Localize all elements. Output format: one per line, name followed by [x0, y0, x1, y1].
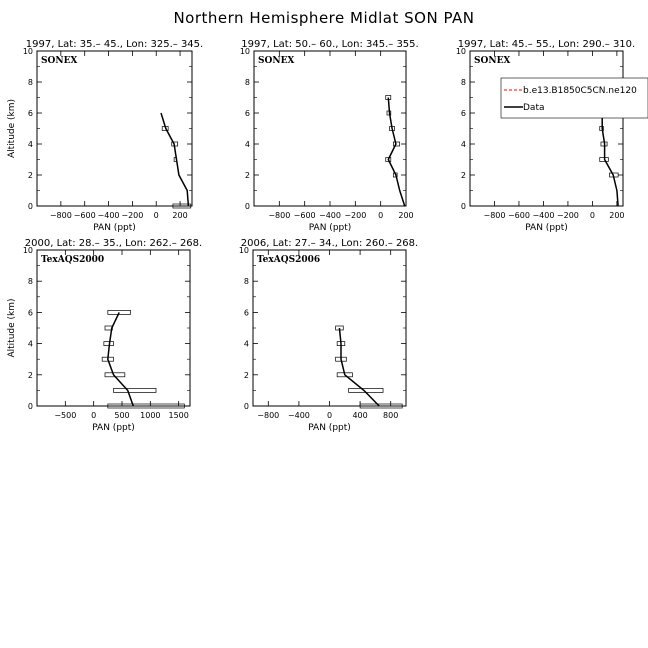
y-tick-label: 2: [245, 171, 250, 180]
figure-title: Northern Hemisphere Midlat SON PAN: [173, 9, 474, 27]
x-tick-label: −400: [532, 211, 554, 220]
x-axis-label: PAN (ppt): [309, 223, 352, 233]
y-tick-label: 4: [244, 340, 249, 349]
range-box: [107, 310, 131, 315]
panel-title: 1997, Lat: 50.– 60., Lon: 345.– 355.: [241, 39, 418, 50]
y-tick-label: 10: [239, 246, 249, 255]
y-tick-label: 6: [28, 109, 33, 118]
data-line: [338, 327, 380, 407]
y-tick-label: 4: [28, 140, 33, 149]
y-tick-label: 2: [244, 371, 249, 380]
x-tick-label: 200: [172, 211, 187, 220]
y-tick-label: 10: [240, 47, 250, 56]
panel-title: 1997, Lat: 35.– 45., Lon: 325.– 345.: [26, 39, 203, 50]
panel-1: 1997, Lat: 35.– 45., Lon: 325.– 345. 0 2 4 6…: [7, 39, 203, 233]
y-tick-label: 2: [28, 171, 33, 180]
y-tick-label: 0: [28, 402, 33, 411]
y-tick-label: 4: [461, 140, 466, 149]
y-tick-label: 0: [245, 202, 250, 211]
x-tick-label: −400: [319, 211, 341, 220]
x-tick-label: 0: [91, 411, 96, 420]
campaign-label: SONEX: [258, 56, 294, 66]
x-tick-label: 500: [114, 411, 129, 420]
x-tick-label: 200: [609, 211, 624, 220]
x-tick-label: 0: [154, 211, 159, 220]
range-box: [107, 403, 185, 409]
x-tick-label: 1500: [168, 411, 188, 420]
y-tick-label: 6: [244, 308, 249, 317]
x-axis-label: PAN (ppt): [93, 223, 136, 233]
x-tick-label: −800: [268, 211, 290, 220]
y-axis-label: Altitude (km): [7, 99, 17, 158]
panels: 1997, Lat: 35.– 45., Lon: 325.– 345. 0 2 4 6…: [7, 39, 648, 433]
x-axis-label: PAN (ppt): [525, 223, 568, 233]
legend-box: [500, 77, 648, 119]
y-tick-label: 10: [23, 47, 33, 56]
panel-2: 1997, Lat: 50.– 60., Lon: 345.– 355. 0 2 4 6…: [240, 39, 419, 233]
x-tick-label: −200: [344, 211, 366, 220]
y-tick-label: 6: [28, 308, 33, 317]
range-box: [359, 403, 403, 409]
panel-4: 2000, Lat: 28.– 35., Lon: 262.– 268. 0 2 4 6…: [7, 238, 202, 433]
x-tick-label: 1000: [140, 411, 160, 420]
y-axis-label: Altitude (km): [7, 298, 17, 357]
y-tick-label: 8: [461, 78, 466, 87]
x-tick-label: 0: [590, 211, 595, 220]
x-tick-label: 0: [327, 411, 332, 420]
x-tick-label: −500: [54, 411, 76, 420]
x-tick-label: −400: [98, 211, 120, 220]
y-tick-label: 8: [244, 277, 249, 286]
x-axis-label: PAN (ppt): [308, 423, 351, 433]
campaign-label: SONEX: [474, 56, 510, 66]
y-tick-label: 2: [28, 371, 33, 380]
x-axis-label: PAN (ppt): [92, 423, 135, 433]
y-tick-label: 10: [456, 47, 466, 56]
campaign-label: TexAQS2006: [257, 255, 320, 265]
panel-3: 1997, Lat: 45.– 55., Lon: 290.– 310. 0 2 4 6…: [456, 39, 648, 233]
x-tick-label: −800: [50, 211, 72, 220]
x-tick-label: −600: [294, 211, 316, 220]
panel-title: 2006, Lat: 27.– 34., Lon: 260.– 268.: [241, 238, 418, 249]
range-box: [172, 203, 192, 209]
x-tick-label: 200: [398, 211, 413, 220]
range-box: [113, 388, 157, 393]
panel-5: 2006, Lat: 27.– 34., Lon: 260.– 268. 0 2 4 6…: [239, 238, 418, 433]
panel-title: 1997, Lat: 45.– 55., Lon: 290.– 310.: [458, 39, 635, 50]
x-tick-label: −600: [74, 211, 96, 220]
range-box: [392, 141, 401, 147]
x-tick-label: −800: [257, 411, 279, 420]
x-tick-label: −200: [121, 211, 143, 220]
x-tick-label: 400: [352, 411, 367, 420]
data-line: [160, 112, 190, 207]
data-line: [107, 312, 135, 407]
x-tick-label: −200: [557, 211, 579, 220]
x-tick-label: −400: [288, 411, 310, 420]
x-tick-label: 800: [383, 411, 398, 420]
y-tick-label: 6: [461, 109, 466, 118]
y-tick-label: 0: [244, 402, 249, 411]
y-tick-label: 4: [245, 140, 250, 149]
data-line: [387, 97, 406, 207]
range-box: [385, 157, 392, 162]
y-tick-label: 8: [28, 78, 33, 87]
y-tick-label: 2: [461, 171, 466, 180]
x-tick-label: 0: [378, 211, 383, 220]
panel-title: 2000, Lat: 28.– 35., Lon: 262.– 268.: [25, 238, 202, 249]
y-tick-label: 8: [245, 78, 250, 87]
y-tick-label: 0: [461, 202, 466, 211]
y-tick-label: 10: [23, 246, 33, 255]
legend: b.e13.B1850C5CN.ne120 Data: [500, 77, 648, 119]
y-tick-label: 6: [245, 109, 250, 118]
y-tick-label: 4: [28, 340, 33, 349]
legend-label: b.e13.B1850C5CN.ne120: [523, 86, 637, 96]
legend-label: Data: [523, 103, 545, 113]
campaign-label: TexAQS2000: [41, 255, 104, 265]
x-tick-label: −800: [483, 211, 505, 220]
y-tick-label: 0: [28, 202, 33, 211]
campaign-label: SONEX: [41, 56, 77, 66]
x-tick-label: −600: [508, 211, 530, 220]
y-tick-label: 8: [28, 277, 33, 286]
